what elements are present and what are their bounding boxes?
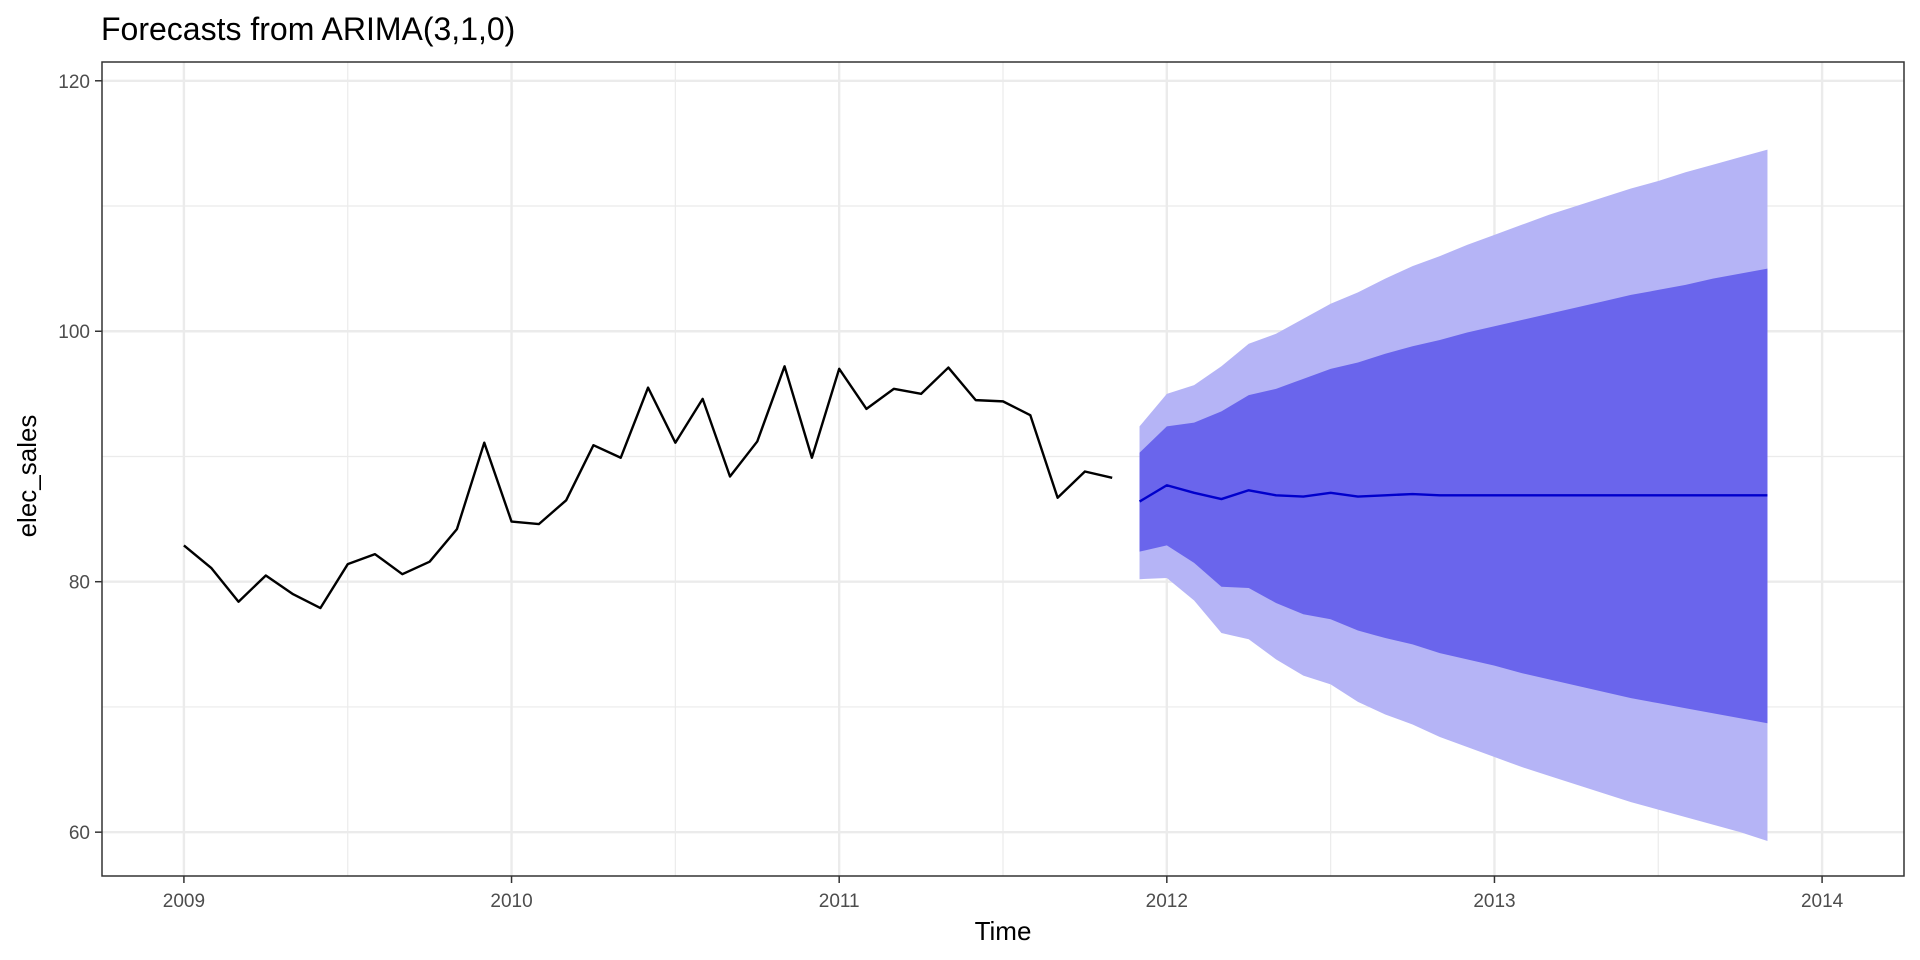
grid-lines (102, 62, 1904, 876)
axis-ticks (95, 80, 1823, 883)
x-axis-title: Time (975, 916, 1032, 946)
observed-series-line (183, 365, 1113, 610)
forecast-mean-line (1138, 484, 1768, 503)
x-tick-label-1: 2010 (490, 891, 532, 912)
y-tick-label-3: 120 (58, 72, 90, 93)
y-tick-label-0: 60 (69, 823, 90, 844)
panel-border (101, 61, 1905, 877)
tick-labels: 2009 2010 2011 2012 2013 2014 60 80 100 120 (58, 72, 1843, 912)
x-tick-label-5: 2014 (1801, 891, 1844, 912)
x-tick-label-2: 2011 (819, 891, 860, 912)
x-tick-label-0: 2009 (163, 891, 205, 912)
x-tick-label-3: 2012 (1146, 891, 1188, 912)
y-tick-label-2: 100 (58, 322, 90, 343)
chart-title: Forecasts from ARIMA(3,1,0) (101, 11, 515, 47)
y-axis-title: elec_sales (12, 415, 42, 538)
series-lines (183, 365, 1768, 610)
y-tick-label-1: 80 (69, 573, 90, 594)
x-tick-label-4: 2013 (1473, 891, 1515, 912)
